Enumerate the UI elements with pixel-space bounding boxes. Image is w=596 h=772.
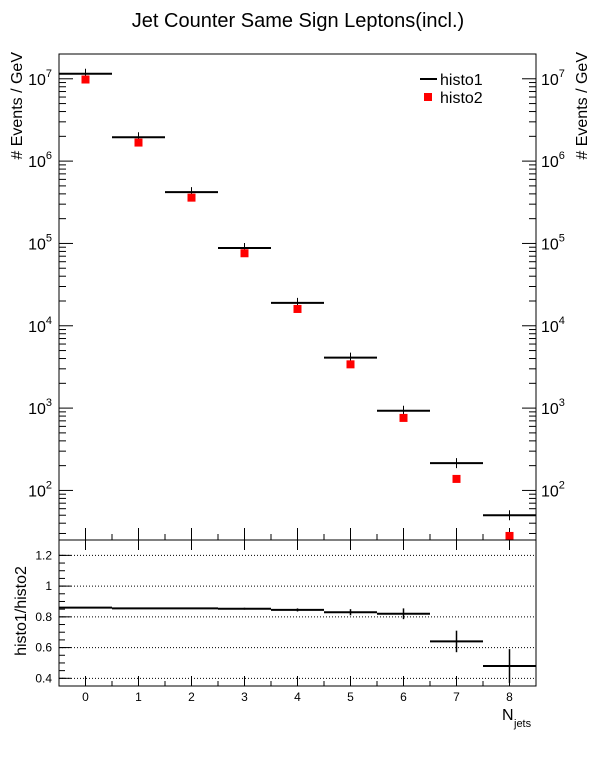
tick-label-base: 10 [28,236,46,253]
tick-label-exponent: 3 [46,397,52,409]
x-tick-label: 8 [506,690,513,704]
x-axis-label-main: N [502,707,514,724]
x-tick-label: 1 [135,690,142,704]
x-axis-label-subscript: jets [513,718,532,730]
lower-panel: 0.4 0.6 0.8 1 1.2 0 1 2 3 4 5 6 7 8 [35,539,537,704]
tick-label-exponent: 4 [46,315,52,327]
x-tick-label: 5 [347,690,354,704]
legend-histo2-swatch [424,93,432,101]
upper-y-axis-label-right: # Events / GeV [574,52,591,160]
lower-y-tick-label: 0.4 [35,671,52,685]
x-tick-label: 6 [400,690,407,704]
histo2-marker [399,413,408,422]
histo2-marker [505,531,514,540]
histo2-marker [346,360,355,369]
upper-y-tick-label-left: 102 [28,479,52,500]
tick-label-exponent: 7 [46,68,52,80]
histo2-marker [81,75,90,84]
upper-y-tick-label-left: 107 [28,68,52,89]
tick-label-base: 10 [28,401,46,418]
tick-label-exponent: 2 [559,479,565,491]
x-tick-label: 4 [294,690,301,704]
tick-label-base: 10 [541,154,559,171]
upper-y-axis-label-left: # Events / GeV [9,52,26,160]
x-tick-label: 0 [82,690,89,704]
tick-label-exponent: 2 [46,479,52,491]
histo2-marker [134,138,143,147]
tick-label-base: 10 [541,483,559,500]
tick-label-base: 10 [28,72,46,89]
lower-y-tick-label: 1 [45,579,52,593]
lower-y-tick-label: 0.6 [35,641,52,655]
histo2-marker [240,249,249,258]
upper-y-tick-label-right: 107 [541,68,565,89]
tick-label-exponent: 5 [559,232,565,244]
upper-y-tick-label-left: 106 [28,150,52,171]
tick-label-base: 10 [28,154,46,171]
upper-y-tick-label-right: 106 [541,150,565,171]
lower-y-tick-label: 0.8 [35,610,52,624]
tick-label-base: 10 [28,319,46,336]
x-tick-label: 3 [241,690,248,704]
tick-label-exponent: 3 [559,397,565,409]
legend-histo1-label: histo1 [440,72,483,89]
tick-label-exponent: 6 [46,150,52,162]
tick-label-exponent: 6 [559,150,565,162]
x-tick-label: 2 [188,690,195,704]
x-tick-label: 7 [453,690,460,704]
upper-y-tick-label-right: 104 [541,315,565,336]
lower-y-axis-label: histo1/histo2 [13,566,30,656]
tick-label-base: 10 [541,236,559,253]
histo2-marker [187,193,196,202]
upper-y-tick-label-left: 105 [28,232,52,253]
tick-label-exponent: 7 [559,68,565,80]
histo2-marker [293,304,302,313]
histo2-marker [452,474,461,483]
tick-label-base: 10 [541,319,559,336]
upper-y-tick-label-right: 105 [541,232,565,253]
legend-histo2-label: histo2 [440,90,483,107]
x-axis-label: N jets [502,707,532,730]
upper-plot-frame [58,53,537,541]
tick-label-base: 10 [541,72,559,89]
tick-label-exponent: 5 [46,232,52,244]
tick-label-base: 10 [28,483,46,500]
lower-plot-frame [58,539,537,687]
tick-label-base: 10 [541,401,559,418]
tick-label-exponent: 4 [559,315,565,327]
upper-y-tick-label-left: 103 [28,397,52,418]
lower-y-tick-label: 1.2 [35,548,52,562]
upper-y-tick-label-right: 102 [541,479,565,500]
upper-y-tick-label-left: 104 [28,315,52,336]
upper-y-tick-label-right: 103 [541,397,565,418]
chart-title: Jet Counter Same Sign Leptons(incl.) [132,10,464,32]
